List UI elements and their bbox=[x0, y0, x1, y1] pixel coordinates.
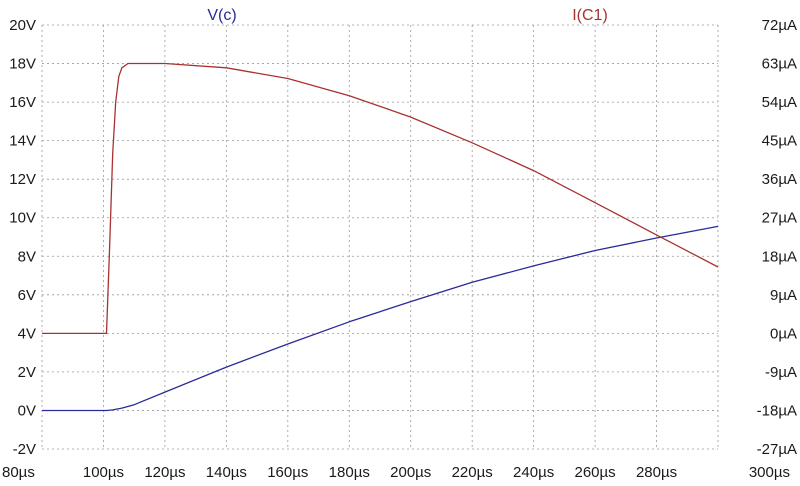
x-tick-label: 120µs bbox=[144, 464, 185, 481]
y-left-tick-label: 10V bbox=[9, 210, 36, 227]
y-right-tick-label: -27µA bbox=[757, 441, 797, 458]
x-tick-label: 180µs bbox=[329, 464, 370, 481]
legend: V(c) I(C1) bbox=[207, 7, 607, 24]
y-right-tick-label: 54µA bbox=[762, 94, 797, 111]
y-right-tick-label: 63µA bbox=[762, 56, 797, 73]
x-tick-label: 80µs bbox=[2, 464, 35, 481]
plot-area bbox=[42, 62, 719, 412]
y-right-tick-label: 27µA bbox=[762, 210, 797, 227]
y-left-tick-label: -2V bbox=[13, 441, 36, 458]
y-left-tick-label: 18V bbox=[9, 56, 36, 73]
y-left-tick-label: 16V bbox=[9, 94, 36, 111]
y-left-tick-label: 4V bbox=[18, 325, 36, 342]
x-tick-label: 200µs bbox=[390, 464, 431, 481]
y-right-tick-label: 18µA bbox=[762, 248, 797, 265]
y-axis-left: -2V 0V 2V 4V 6V 8V 10V 12V 14V 16V 18V 20V bbox=[9, 17, 36, 458]
y-right-tick-label: -9µA bbox=[765, 364, 797, 381]
x-tick-label: 100µs bbox=[83, 464, 124, 481]
y-right-tick-label: 0µA bbox=[770, 325, 797, 342]
legend-ic1: I(C1) bbox=[572, 7, 608, 24]
legend-vc: V(c) bbox=[207, 7, 236, 24]
y-right-tick-label: 45µA bbox=[762, 133, 797, 150]
x-tick-label: 140µs bbox=[206, 464, 247, 481]
y-right-tick-label: -18µA bbox=[757, 402, 797, 419]
y-left-tick-label: 8V bbox=[18, 248, 36, 265]
series-ic1-line bbox=[42, 62, 719, 335]
x-tick-label: 280µs bbox=[636, 464, 677, 481]
grid bbox=[41, 24, 719, 450]
y-left-tick-label: 12V bbox=[9, 171, 36, 188]
y-right-tick-label: 36µA bbox=[762, 171, 797, 188]
y-right-tick-label: 9µA bbox=[770, 287, 797, 304]
x-tick-label: 260µs bbox=[575, 464, 616, 481]
y-left-tick-label: 6V bbox=[18, 287, 36, 304]
x-tick-label: 160µs bbox=[267, 464, 308, 481]
x-axis: 80µs 100µs 120µs 140µs 160µs 180µs 200µs 220µs 2… bbox=[2, 464, 790, 481]
y-left-tick-label: 20V bbox=[9, 17, 36, 34]
x-tick-label: 220µs bbox=[452, 464, 493, 481]
series-vc-line bbox=[42, 225, 719, 412]
y-right-tick-label: 72µA bbox=[762, 17, 797, 34]
x-tick-label: 240µs bbox=[513, 464, 554, 481]
x-tick-label: 300µs bbox=[749, 464, 790, 481]
y-left-tick-label: 2V bbox=[18, 364, 36, 381]
y-left-tick-label: 14V bbox=[9, 133, 36, 150]
y-left-tick-label: 0V bbox=[18, 402, 36, 419]
y-axis-right: -27µA -18µA -9µA 0µA 9µA 18µA 27µA 36µA 45µA 54µA… bbox=[757, 17, 797, 458]
